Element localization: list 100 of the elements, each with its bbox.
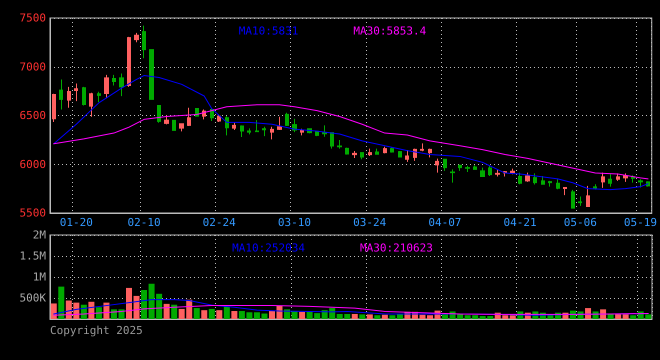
candlestick	[322, 124, 327, 138]
bar	[299, 312, 306, 319]
candlestick	[360, 152, 364, 160]
bar	[608, 314, 614, 319]
candlestick	[157, 104, 161, 124]
candlestick	[556, 178, 560, 190]
candlestick	[518, 172, 522, 185]
x-tick-label: 05-06	[564, 216, 597, 229]
candlestick	[149, 49, 154, 100]
y-tick-label: 6500	[20, 109, 46, 122]
candlestick	[571, 189, 575, 210]
bar	[382, 314, 388, 319]
candlestick	[631, 174, 635, 184]
candlestick	[187, 107, 191, 127]
line-series	[53, 75, 648, 190]
candlestick	[390, 147, 394, 154]
candlestick	[52, 93, 56, 123]
x-tick-label: 04-21	[504, 216, 537, 229]
y-tick-label: 1M	[32, 270, 46, 284]
candlestick	[443, 158, 447, 172]
candlestick	[112, 74, 116, 86]
x-tick-label: 02-10	[127, 216, 161, 229]
text: MA10:5831	[238, 24, 298, 38]
candlestick	[217, 114, 221, 123]
candlestick	[352, 150, 357, 159]
candlestick	[525, 172, 530, 182]
candlestick	[488, 165, 492, 176]
bar	[208, 308, 215, 319]
candlestick	[247, 128, 251, 135]
text: MA30:5853.4	[353, 24, 427, 38]
candlestick	[458, 164, 462, 172]
candlestick	[593, 184, 597, 190]
candlestick	[586, 185, 590, 208]
candlestick	[164, 114, 169, 125]
candlestick	[59, 79, 63, 110]
candlestick	[232, 122, 236, 131]
candlestick	[89, 92, 93, 118]
x-tick-label: 01-20	[60, 216, 93, 229]
candlestick	[398, 150, 402, 158]
text: MA10:252034	[232, 242, 306, 254]
candlestick	[345, 147, 349, 156]
x-tick-label: 03-10	[278, 216, 312, 229]
candlestick	[240, 124, 244, 138]
candlestick	[623, 172, 628, 182]
bar	[58, 286, 64, 319]
candlestick	[134, 32, 139, 43]
candlestick	[285, 112, 289, 127]
bar	[359, 314, 366, 319]
candlestick	[97, 91, 101, 103]
candlestick	[127, 36, 131, 88]
candlestick	[480, 167, 485, 178]
candlestick	[255, 120, 259, 133]
bar	[224, 306, 230, 319]
x-tick-label: 03-24	[353, 216, 387, 229]
bar	[194, 308, 200, 319]
candlestick	[315, 130, 319, 137]
candlestick	[277, 116, 282, 131]
candlestick	[428, 148, 432, 158]
bar	[374, 315, 380, 319]
y-tick-label: 5500	[20, 206, 46, 220]
candlestick	[67, 86, 71, 108]
candlestick	[337, 139, 342, 150]
line-series	[53, 104, 648, 180]
candlestick	[383, 146, 387, 154]
y-tick-label: 7500	[20, 12, 46, 24]
candlestick	[541, 175, 545, 186]
y-tick-label: 6000	[20, 158, 46, 171]
text: MA30:210623	[360, 242, 433, 254]
candlestick	[119, 72, 124, 97]
y-tick-label: 2M	[32, 228, 46, 242]
candlestick	[368, 148, 372, 156]
candlestick	[495, 169, 500, 178]
candlestick	[270, 126, 274, 140]
bar	[366, 314, 373, 319]
bar	[96, 307, 102, 319]
candlestick	[142, 25, 146, 59]
candlestick	[563, 187, 567, 196]
candlestick	[616, 172, 620, 182]
y-tick-label: 1.5M	[20, 250, 46, 262]
candlestick	[179, 122, 184, 132]
candlestick	[172, 120, 176, 131]
bar	[201, 310, 208, 319]
candlestick	[225, 116, 229, 136]
bar	[231, 311, 238, 319]
candlestick	[510, 168, 515, 175]
candlestick	[608, 174, 612, 188]
candlestick	[578, 196, 582, 206]
candlestick	[533, 172, 537, 186]
candlestick	[548, 180, 552, 188]
bar	[216, 310, 222, 319]
y-tick-label: 500K	[20, 292, 46, 304]
x-tick-label: 04-07	[428, 216, 462, 229]
candlestick	[262, 126, 266, 137]
bar	[164, 304, 170, 319]
candlestick	[82, 86, 86, 106]
candlestick	[450, 168, 455, 184]
bar	[50, 303, 57, 319]
candlestick	[405, 150, 409, 162]
candlestick	[601, 172, 605, 188]
candlestick	[420, 142, 424, 152]
